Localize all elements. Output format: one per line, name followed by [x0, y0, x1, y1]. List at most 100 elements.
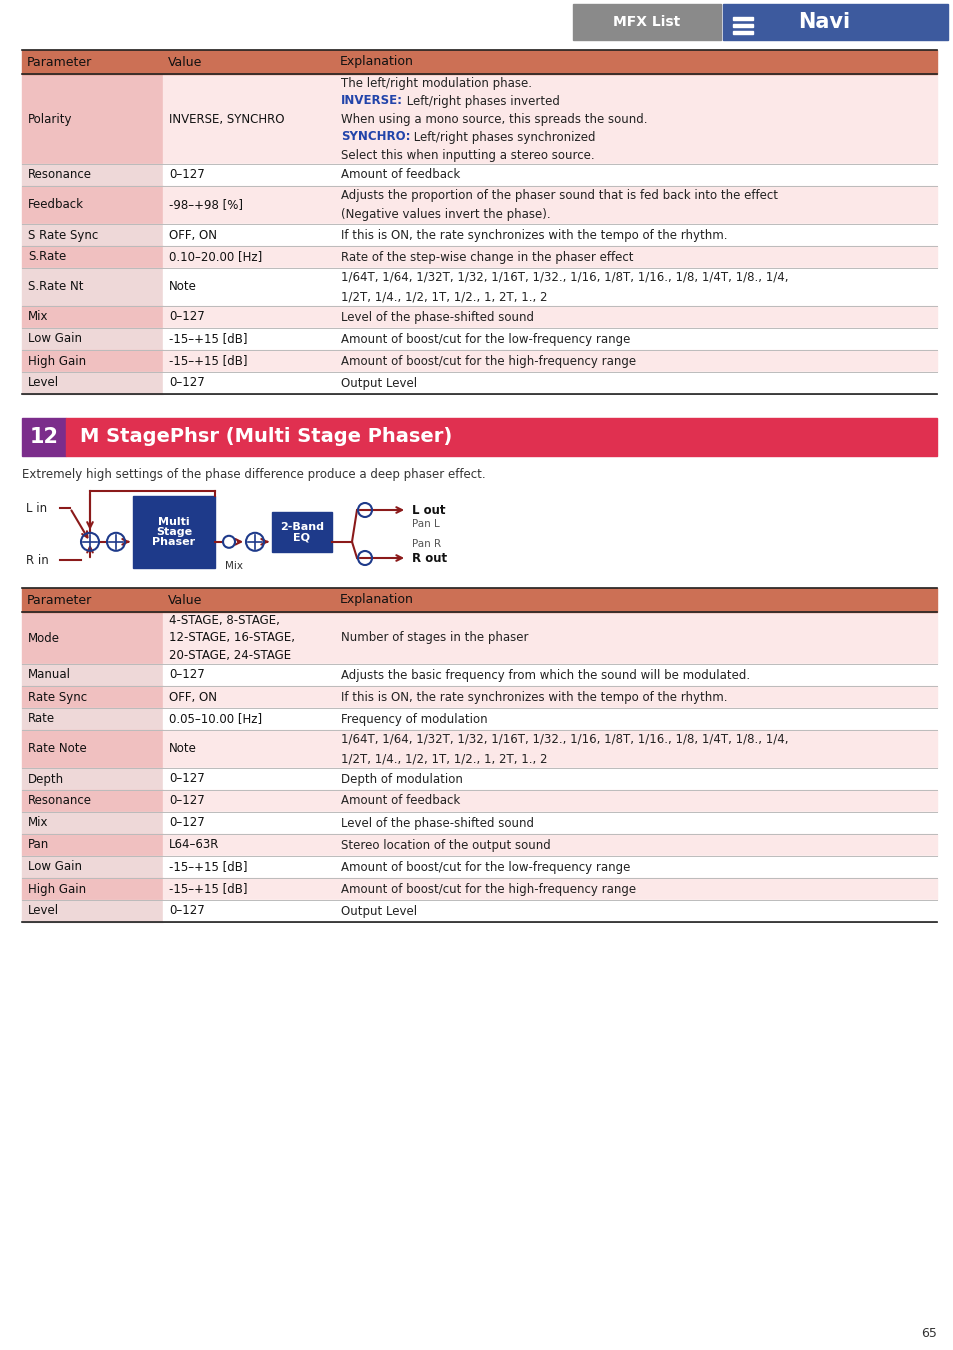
Text: Parameter: Parameter: [27, 55, 92, 69]
Text: Pan L: Pan L: [412, 518, 439, 529]
Text: Mix: Mix: [28, 817, 49, 829]
Bar: [22, 350, 163, 373]
Bar: [163, 163, 936, 186]
Bar: [163, 790, 936, 811]
Text: OFF, ON: OFF, ON: [169, 228, 216, 242]
Text: 0–127: 0–127: [169, 817, 205, 829]
Text: Level: Level: [28, 377, 59, 390]
Bar: [732, 24, 752, 27]
Bar: [22, 686, 163, 707]
Text: Output Level: Output Level: [340, 904, 416, 918]
Text: Depth of modulation: Depth of modulation: [340, 772, 462, 786]
Text: -15–+15 [dB]: -15–+15 [dB]: [169, 883, 247, 895]
Bar: [22, 186, 163, 224]
Text: 1/2T, 1/4., 1/2, 1T, 1/2., 1, 2T, 1., 2: 1/2T, 1/4., 1/2, 1T, 1/2., 1, 2T, 1., 2: [340, 752, 547, 765]
Bar: [163, 306, 936, 328]
Bar: [732, 18, 752, 20]
Bar: [163, 269, 936, 306]
Text: Rate Sync: Rate Sync: [28, 690, 87, 703]
Bar: [22, 269, 163, 306]
Text: Number of stages in the phaser: Number of stages in the phaser: [340, 632, 528, 644]
Text: L64–63R: L64–63R: [169, 838, 219, 852]
Text: Frequency of modulation: Frequency of modulation: [340, 713, 487, 725]
Bar: [22, 74, 163, 163]
Text: Note: Note: [169, 743, 196, 756]
Text: R in: R in: [26, 554, 49, 567]
Text: Amount of boost/cut for the high-frequency range: Amount of boost/cut for the high-frequen…: [340, 355, 636, 367]
Bar: [22, 790, 163, 811]
Bar: [22, 612, 163, 664]
Text: If this is ON, the rate synchronizes with the tempo of the rhythm.: If this is ON, the rate synchronizes wit…: [340, 228, 727, 242]
Text: -15–+15 [dB]: -15–+15 [dB]: [169, 860, 247, 873]
Text: 12-STAGE, 16-STAGE,: 12-STAGE, 16-STAGE,: [169, 632, 294, 644]
Text: Level of the phase-shifted sound: Level of the phase-shifted sound: [340, 310, 534, 324]
Text: Mode: Mode: [28, 632, 60, 644]
Text: 0–127: 0–127: [169, 169, 205, 181]
Bar: [163, 768, 936, 790]
Text: 1/64T, 1/64, 1/32T, 1/32, 1/16T, 1/32., 1/16, 1/8T, 1/16., 1/8, 1/4T, 1/8., 1/4,: 1/64T, 1/64, 1/32T, 1/32, 1/16T, 1/32., …: [340, 271, 788, 284]
Text: 0.05–10.00 [Hz]: 0.05–10.00 [Hz]: [169, 713, 262, 725]
Text: Pan: Pan: [28, 838, 50, 852]
Text: 0.10–20.00 [Hz]: 0.10–20.00 [Hz]: [169, 251, 262, 263]
Bar: [22, 50, 936, 74]
Bar: [22, 163, 163, 186]
Text: Rate Note: Rate Note: [28, 743, 87, 756]
Text: Amount of boost/cut for the low-frequency range: Amount of boost/cut for the low-frequenc…: [340, 332, 630, 346]
Text: Explanation: Explanation: [339, 594, 414, 606]
Bar: [272, 512, 332, 552]
Text: Mix: Mix: [28, 310, 49, 324]
Text: Feedback: Feedback: [28, 198, 84, 212]
Text: 12: 12: [30, 427, 58, 447]
Bar: [163, 878, 936, 900]
Text: Explanation: Explanation: [339, 55, 414, 69]
Bar: [132, 495, 214, 568]
Text: -15–+15 [dB]: -15–+15 [dB]: [169, 332, 247, 346]
Bar: [22, 589, 936, 612]
Text: Depth: Depth: [28, 772, 64, 786]
Bar: [163, 686, 936, 707]
Bar: [163, 900, 936, 922]
Text: Extremely high settings of the phase difference produce a deep phaser effect.: Extremely high settings of the phase dif…: [22, 468, 485, 481]
Text: L out: L out: [412, 504, 445, 517]
Bar: [22, 664, 163, 686]
Text: OFF, ON: OFF, ON: [169, 690, 216, 703]
Text: 65: 65: [921, 1327, 936, 1341]
Bar: [22, 730, 163, 768]
Text: Note: Note: [169, 281, 196, 293]
Text: L in: L in: [26, 501, 47, 514]
Text: Stage: Stage: [155, 526, 192, 537]
Text: Level: Level: [28, 904, 59, 918]
Text: EQ: EQ: [294, 533, 310, 543]
Text: (Negative values invert the phase).: (Negative values invert the phase).: [340, 208, 550, 221]
Bar: [22, 768, 163, 790]
Text: The left/right modulation phase.: The left/right modulation phase.: [340, 77, 532, 89]
Bar: [163, 664, 936, 686]
Text: High Gain: High Gain: [28, 355, 86, 367]
Text: Mix: Mix: [225, 560, 243, 571]
Bar: [163, 328, 936, 350]
Text: 0–127: 0–127: [169, 668, 205, 682]
Text: Output Level: Output Level: [340, 377, 416, 390]
Text: If this is ON, the rate synchronizes with the tempo of the rhythm.: If this is ON, the rate synchronizes wit…: [340, 690, 727, 703]
Text: Polarity: Polarity: [28, 112, 72, 126]
Bar: [22, 418, 66, 456]
Text: Navi: Navi: [797, 12, 849, 32]
Bar: [163, 246, 936, 269]
Bar: [22, 224, 163, 246]
Text: 2-Band: 2-Band: [280, 522, 324, 532]
Text: Manual: Manual: [28, 668, 71, 682]
Text: M StagePhsr (Multi Stage Phaser): M StagePhsr (Multi Stage Phaser): [80, 428, 452, 447]
Bar: [163, 373, 936, 394]
Text: -15–+15 [dB]: -15–+15 [dB]: [169, 355, 247, 367]
Text: 4-STAGE, 8-STAGE,: 4-STAGE, 8-STAGE,: [169, 614, 279, 628]
Text: 0–127: 0–127: [169, 904, 205, 918]
Text: Value: Value: [168, 594, 202, 606]
Text: 0–127: 0–127: [169, 772, 205, 786]
Bar: [22, 834, 163, 856]
Bar: [163, 707, 936, 730]
Bar: [163, 834, 936, 856]
Text: Multi: Multi: [158, 517, 190, 526]
Text: Parameter: Parameter: [27, 594, 92, 606]
Text: 20-STAGE, 24-STAGE: 20-STAGE, 24-STAGE: [169, 649, 291, 662]
Text: High Gain: High Gain: [28, 883, 86, 895]
